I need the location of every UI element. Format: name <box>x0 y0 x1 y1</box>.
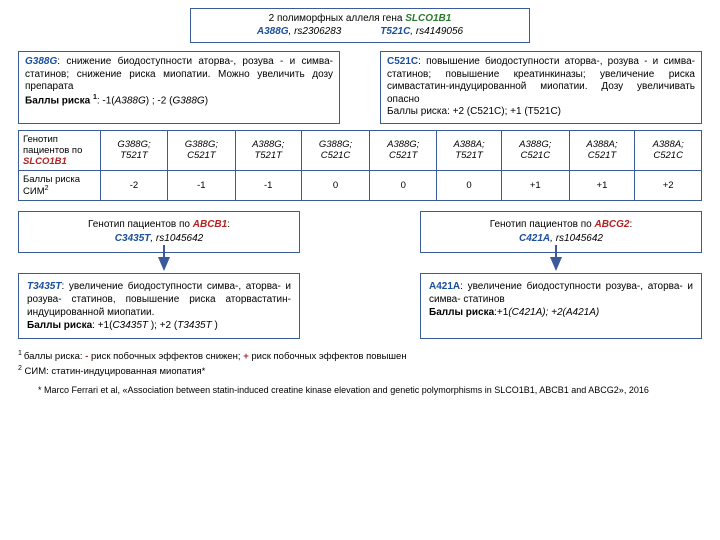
bl-scores-lbl: Баллы риска <box>27 320 92 331</box>
val: +1 <box>569 170 635 200</box>
r-scores: Баллы риска: +2 (C521C); +1 (T521C) <box>387 106 561 117</box>
col: A388G; T521T <box>235 130 301 170</box>
br-a1: (C421A); <box>508 307 551 318</box>
bl-scores-rest: : +1( <box>92 320 112 331</box>
fn2: СИМ: статин-индуцированная миопатия* <box>22 366 205 377</box>
br-scores-rest: :+1 <box>494 307 508 318</box>
header-rs1: , rs2306283 <box>289 26 342 37</box>
bl-allele: T3435T <box>27 281 61 292</box>
br-a2: +2(A421A) <box>551 307 599 318</box>
br-scores-lbl: Баллы риска <box>429 307 494 318</box>
col: A388A; C521T <box>569 130 635 170</box>
header-allele-2: T521C <box>380 26 410 37</box>
fn1b: риск побочных эффектов снижен; <box>88 351 243 362</box>
val: -2 <box>101 170 168 200</box>
header-text: 2 полиморфных аллеля гена <box>269 13 406 24</box>
table-row: Генотип пациентов по SLCO1B1 G388G; T521… <box>19 130 702 170</box>
row-mid-boxes: Генотип пациентов по ABCB1: C3435T, rs10… <box>18 211 702 253</box>
l-end: ) <box>205 95 208 106</box>
ml-allele: C3435T <box>115 233 151 244</box>
bl-end: ) <box>214 320 217 331</box>
val: 0 <box>370 170 437 200</box>
citation: * Marco Ferrari et al, «Association betw… <box>18 385 702 396</box>
col: G388G; C521C <box>301 130 370 170</box>
col: A388A; C521C <box>635 130 702 170</box>
col: A388G; C521C <box>501 130 569 170</box>
abcg2-box: Генотип пациентов по ABCG2: C421A, rs104… <box>420 211 702 253</box>
mr-gene: ABCG2 <box>594 219 629 230</box>
val: +2 <box>635 170 702 200</box>
bl-a1: C3435T <box>112 320 150 331</box>
bl-a2: T3435T <box>177 320 214 331</box>
slco-right-box: C521C: повышение биодоступности аторва-,… <box>380 51 702 124</box>
ml-l1: Генотип пациентов по <box>88 219 193 230</box>
r2-label: Баллы риска СИМ <box>23 174 80 197</box>
r-body: : повышение биодоступности аторва-, розу… <box>387 56 695 105</box>
val: -1 <box>235 170 301 200</box>
r1-label: Генотип пациентов по <box>23 134 82 156</box>
abcb1-box: Генотип пациентов по ABCB1: C3435T, rs10… <box>18 211 300 253</box>
val: +1 <box>501 170 569 200</box>
slco-left-box: G388G: снижение биодоступности аторва-, … <box>18 51 340 124</box>
br-allele: A421A <box>429 281 460 292</box>
l-mid: ) ; -2 ( <box>146 95 173 106</box>
ml-rs: , rs1045642 <box>150 233 203 244</box>
fn1a: баллы риска: <box>24 351 85 362</box>
ml-gene: ABCB1 <box>193 219 227 230</box>
risk-table: Генотип пациентов по SLCO1B1 G388G; T521… <box>18 130 702 201</box>
fn1c: риск побочных эффектов повышен <box>249 351 407 362</box>
mr-rs: , rs1045642 <box>550 233 603 244</box>
l-scores-val: : -1( <box>97 95 115 106</box>
footnotes: 1 баллы риска: - риск побочных эффектов … <box>18 349 702 379</box>
t3435t-box: T3435T: увеличение биодоступности симва-… <box>18 273 300 339</box>
bl-mid: ); +2 ( <box>151 320 177 331</box>
table-row: Баллы риска СИМ2 -2 -1 -1 0 0 0 +1 +1 +2 <box>19 170 702 200</box>
header-gene: SLCO1B1 <box>405 13 451 24</box>
col: G388G; T521T <box>101 130 168 170</box>
mr-allele: C421A <box>519 233 550 244</box>
r2-sup: 2 <box>45 185 49 192</box>
ml-colon: : <box>227 219 230 230</box>
arrow-row <box>18 257 702 271</box>
r1-gene: SLCO1B1 <box>23 156 67 167</box>
mr-l1: Генотип пациентов по <box>490 219 595 230</box>
l-a1: A388G <box>115 95 146 106</box>
l-allele: G388G <box>25 56 57 67</box>
mr-colon: : <box>630 219 633 230</box>
header-rs2: , rs4149056 <box>410 26 463 37</box>
arrow-down-icon <box>550 257 562 271</box>
val: 0 <box>301 170 370 200</box>
val: -1 <box>167 170 235 200</box>
header-allele-1: A388G <box>257 26 289 37</box>
l-a2: G388G <box>172 95 204 106</box>
l-body: : снижение биодоступности аторва-, розув… <box>25 56 333 92</box>
col: G388G; C521T <box>167 130 235 170</box>
l-scores-lbl: Баллы риска <box>25 95 93 106</box>
arrow-down-icon <box>158 257 170 271</box>
col: A388A; T521T <box>437 130 502 170</box>
col: A388G; C521T <box>370 130 437 170</box>
val: 0 <box>437 170 502 200</box>
br-body: : увеличение биодоступности розува-, ато… <box>429 281 693 305</box>
header-box: 2 полиморфных аллеля гена SLCO1B1 A388G,… <box>190 8 530 43</box>
row-slco-boxes: G388G: снижение биодоступности аторва-, … <box>18 51 702 124</box>
r-allele: C521C <box>387 56 418 67</box>
row-bottom-boxes: T3435T: увеличение биодоступности симва-… <box>18 273 702 339</box>
bl-body: : увеличение биодоступности симва-, атор… <box>27 281 291 318</box>
a421a-box: A421A: увеличение биодоступности розува-… <box>420 273 702 339</box>
